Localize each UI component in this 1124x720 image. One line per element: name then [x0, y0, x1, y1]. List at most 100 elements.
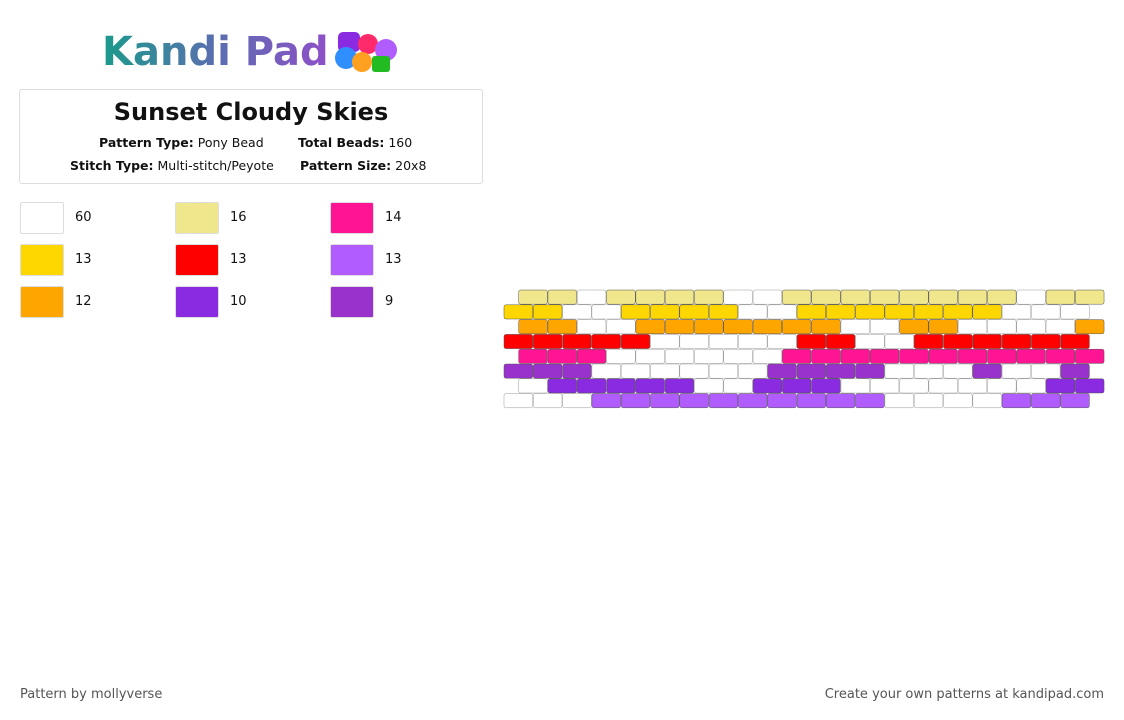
value: 20x8 [395, 158, 427, 173]
bead [577, 378, 607, 394]
bead [913, 334, 944, 349]
bead [606, 319, 636, 335]
bead [606, 289, 636, 305]
bead [518, 319, 548, 335]
bead [547, 348, 577, 364]
bead [503, 363, 533, 379]
bead [943, 363, 973, 379]
bead [562, 304, 592, 320]
bead [899, 348, 929, 364]
bead [547, 319, 577, 335]
swatch [175, 202, 219, 234]
bead [562, 393, 592, 409]
bead [620, 334, 651, 349]
bead [562, 363, 592, 379]
bead [503, 393, 533, 409]
bead [1031, 363, 1061, 379]
bead [503, 334, 533, 349]
bead [840, 348, 870, 364]
bead [782, 348, 812, 364]
bead [664, 289, 695, 305]
swatch [330, 286, 374, 318]
bead [635, 289, 665, 305]
swatch [330, 244, 374, 276]
pattern-type: Pattern Type: Pony Bead [99, 135, 264, 150]
bead [884, 363, 914, 379]
bead [752, 378, 782, 394]
swatch [175, 286, 219, 318]
bead [620, 363, 651, 379]
bead [635, 319, 665, 335]
value: 160 [388, 135, 413, 150]
bead [635, 378, 665, 394]
bead [620, 393, 651, 409]
bead [650, 304, 680, 320]
bead [928, 378, 958, 394]
bead [694, 289, 724, 305]
bead [1045, 319, 1076, 335]
bead [694, 378, 724, 394]
bead [1016, 319, 1046, 335]
swatch [20, 286, 64, 318]
bead [811, 348, 841, 364]
bead [591, 304, 621, 320]
bead [1031, 334, 1061, 349]
bead-count: 13 [75, 252, 92, 267]
bead [796, 393, 826, 409]
bead [782, 289, 812, 305]
bead [650, 363, 680, 379]
bead [840, 378, 870, 394]
bead [855, 363, 885, 379]
bead [1016, 289, 1046, 305]
bead [1075, 289, 1105, 305]
bead [913, 393, 944, 409]
swatch [20, 202, 64, 234]
bead [591, 363, 621, 379]
bead [708, 334, 739, 349]
swatch [330, 202, 374, 234]
bead-count: 10 [230, 294, 247, 309]
bead [1001, 393, 1032, 409]
bead [811, 289, 841, 305]
bead [1075, 348, 1105, 364]
bead [870, 289, 900, 305]
bead [972, 393, 1002, 409]
bead [826, 393, 856, 409]
bead [1001, 304, 1032, 320]
bead [870, 319, 900, 335]
bead [855, 334, 885, 349]
bead [752, 348, 782, 364]
bead [533, 334, 563, 349]
bead-icon [335, 32, 397, 72]
bead [1060, 304, 1090, 320]
bead [987, 319, 1017, 335]
bead [664, 348, 695, 364]
bead [855, 304, 885, 320]
bead [518, 289, 548, 305]
bead [606, 348, 636, 364]
label: Pattern Size: [300, 158, 392, 173]
bead [752, 319, 782, 335]
bead [796, 334, 826, 349]
bead [1045, 378, 1076, 394]
bead [957, 378, 988, 394]
bead [899, 289, 929, 305]
bead [840, 319, 870, 335]
bead [694, 348, 724, 364]
bead [664, 319, 695, 335]
bead [679, 393, 709, 409]
bead [1045, 289, 1076, 305]
bead [562, 334, 592, 349]
bead [591, 334, 621, 349]
bead [503, 304, 533, 320]
bead [811, 319, 841, 335]
bead [1060, 363, 1090, 379]
bead [826, 363, 856, 379]
bead-count: 13 [385, 252, 402, 267]
bead [577, 289, 607, 305]
bead [855, 393, 885, 409]
bead [957, 319, 988, 335]
bead [928, 348, 958, 364]
bead [620, 304, 651, 320]
bead [533, 363, 563, 379]
